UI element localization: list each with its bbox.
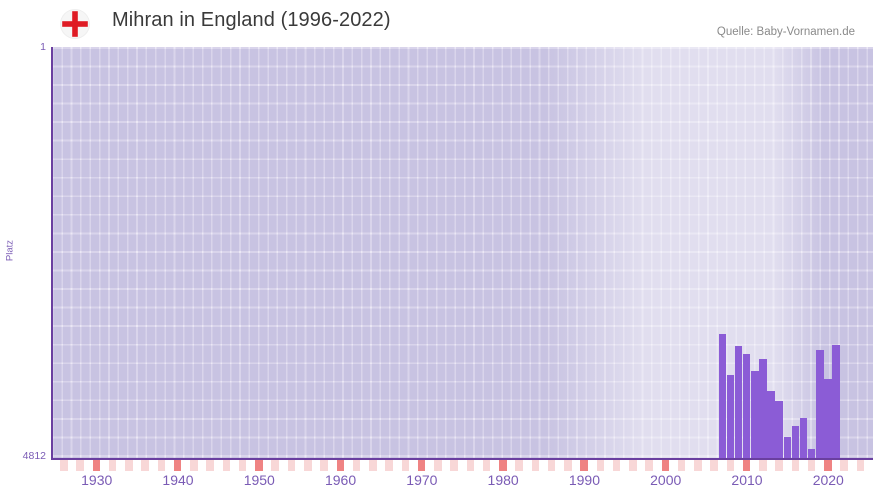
source-credit: Quelle: Baby-Vornamen.de	[716, 26, 855, 38]
x-axis-label-1970: 1970	[406, 472, 438, 488]
x-axis-tick-1956	[303, 460, 312, 471]
x-axis-tick-1946	[222, 460, 231, 471]
x-axis-tick-2000	[661, 460, 670, 471]
page-title: Mihran in England (1996-2022)	[112, 9, 391, 31]
x-axis-tick-1978	[482, 460, 491, 471]
x-axis-tick-1930	[92, 460, 101, 471]
x-axis-tick-1926	[60, 460, 68, 471]
x-axis-tick-1962	[352, 460, 361, 471]
bar-2011	[751, 370, 759, 458]
x-axis-tick-1992	[596, 460, 605, 471]
x-axis-tick-1936	[141, 460, 149, 471]
x-axis-tick-2002	[677, 460, 686, 471]
bar-2009	[734, 346, 743, 458]
y-axis-line	[51, 47, 53, 459]
y-axis-bottom-label: 4812	[22, 450, 46, 462]
x-axis-label-1960: 1960	[324, 472, 357, 488]
x-axis-tick-1984	[531, 460, 540, 471]
x-axis-tick-1942	[190, 460, 198, 471]
bar-2018	[807, 448, 816, 458]
x-axis-tick-2014	[775, 460, 783, 471]
x-axis-label-2010: 2010	[731, 472, 763, 488]
x-axis-tick-2008	[726, 460, 735, 471]
x-axis-label-1930: 1930	[81, 472, 113, 488]
x-axis-tick-1982	[515, 460, 523, 471]
x-axis-tick-1948	[238, 460, 247, 471]
x-axis-tick-1990	[580, 460, 588, 471]
bar-2014	[775, 401, 783, 458]
x-axis-tick-2018	[807, 460, 816, 471]
x-axis-tick-1988	[564, 460, 572, 471]
bar-2021	[832, 344, 840, 458]
bar-2007	[718, 334, 727, 458]
x-axis-tick-1998	[645, 460, 653, 471]
x-axis-label-2020: 2020	[812, 472, 844, 488]
y-axis-top-label: 1	[40, 41, 46, 53]
chart-header: Mihran in England (1996-2022) Quelle: Ba…	[0, 0, 873, 44]
bar-2010	[742, 354, 751, 458]
x-axis-label-1950: 1950	[243, 472, 275, 488]
x-axis-tick-1968	[401, 460, 410, 471]
plot-area	[52, 47, 873, 458]
x-axis-tick-2016	[791, 460, 800, 471]
x-axis-tick-1944	[206, 460, 214, 471]
bar-2016	[791, 425, 800, 458]
x-axis-tick-2012	[759, 460, 767, 471]
bar-2012	[759, 358, 767, 458]
x-axis-label-1940: 1940	[162, 472, 194, 488]
y-axis-title: Platz	[4, 239, 16, 262]
x-axis-tick-1954	[287, 460, 296, 471]
x-axis-tick-1994	[612, 460, 621, 471]
bar-2013	[767, 390, 775, 458]
x-axis-tick-1960	[336, 460, 345, 471]
x-axis-label-1980: 1980	[487, 472, 519, 488]
bar-2017	[799, 417, 808, 458]
x-axis-label-2000: 2000	[650, 472, 682, 488]
x-axis-label-1990: 1990	[568, 472, 600, 488]
x-axis-tick-2010	[742, 460, 751, 471]
x-axis-tick-2024	[856, 460, 865, 471]
x-axis-tick-1928	[76, 460, 84, 471]
x-axis-tick-1964	[369, 460, 377, 471]
bar-2008	[726, 374, 735, 458]
x-axis-tick-1980	[499, 460, 507, 471]
bar-2020	[824, 379, 832, 458]
x-axis-tick-1976	[466, 460, 475, 471]
x-axis-line	[51, 458, 873, 460]
x-axis-tick-1996	[629, 460, 637, 471]
x-axis-tick-1934	[125, 460, 133, 471]
x-axis-tick-1932	[108, 460, 117, 471]
x-axis-tick-1938	[157, 460, 166, 471]
x-axis-tick-1986	[547, 460, 556, 471]
x-axis-tick-2022	[840, 460, 848, 471]
x-axis-tick-1958	[320, 460, 328, 471]
x-axis-tick-1974	[450, 460, 458, 471]
x-axis-tick-1970	[417, 460, 426, 471]
x-axis-tick-2006	[710, 460, 718, 471]
x-axis-tick-1940	[173, 460, 182, 471]
x-axis-tick-2004	[694, 460, 702, 471]
x-axis-tick-1966	[385, 460, 393, 471]
bar-2015	[783, 436, 792, 458]
england-flag-circle-icon	[60, 9, 90, 39]
x-axis-tick-1950	[255, 460, 263, 471]
x-axis-tick-2020	[824, 460, 832, 471]
bar-2019	[816, 350, 824, 458]
x-axis-tick-1952	[271, 460, 279, 471]
x-axis-tick-1972	[434, 460, 442, 471]
